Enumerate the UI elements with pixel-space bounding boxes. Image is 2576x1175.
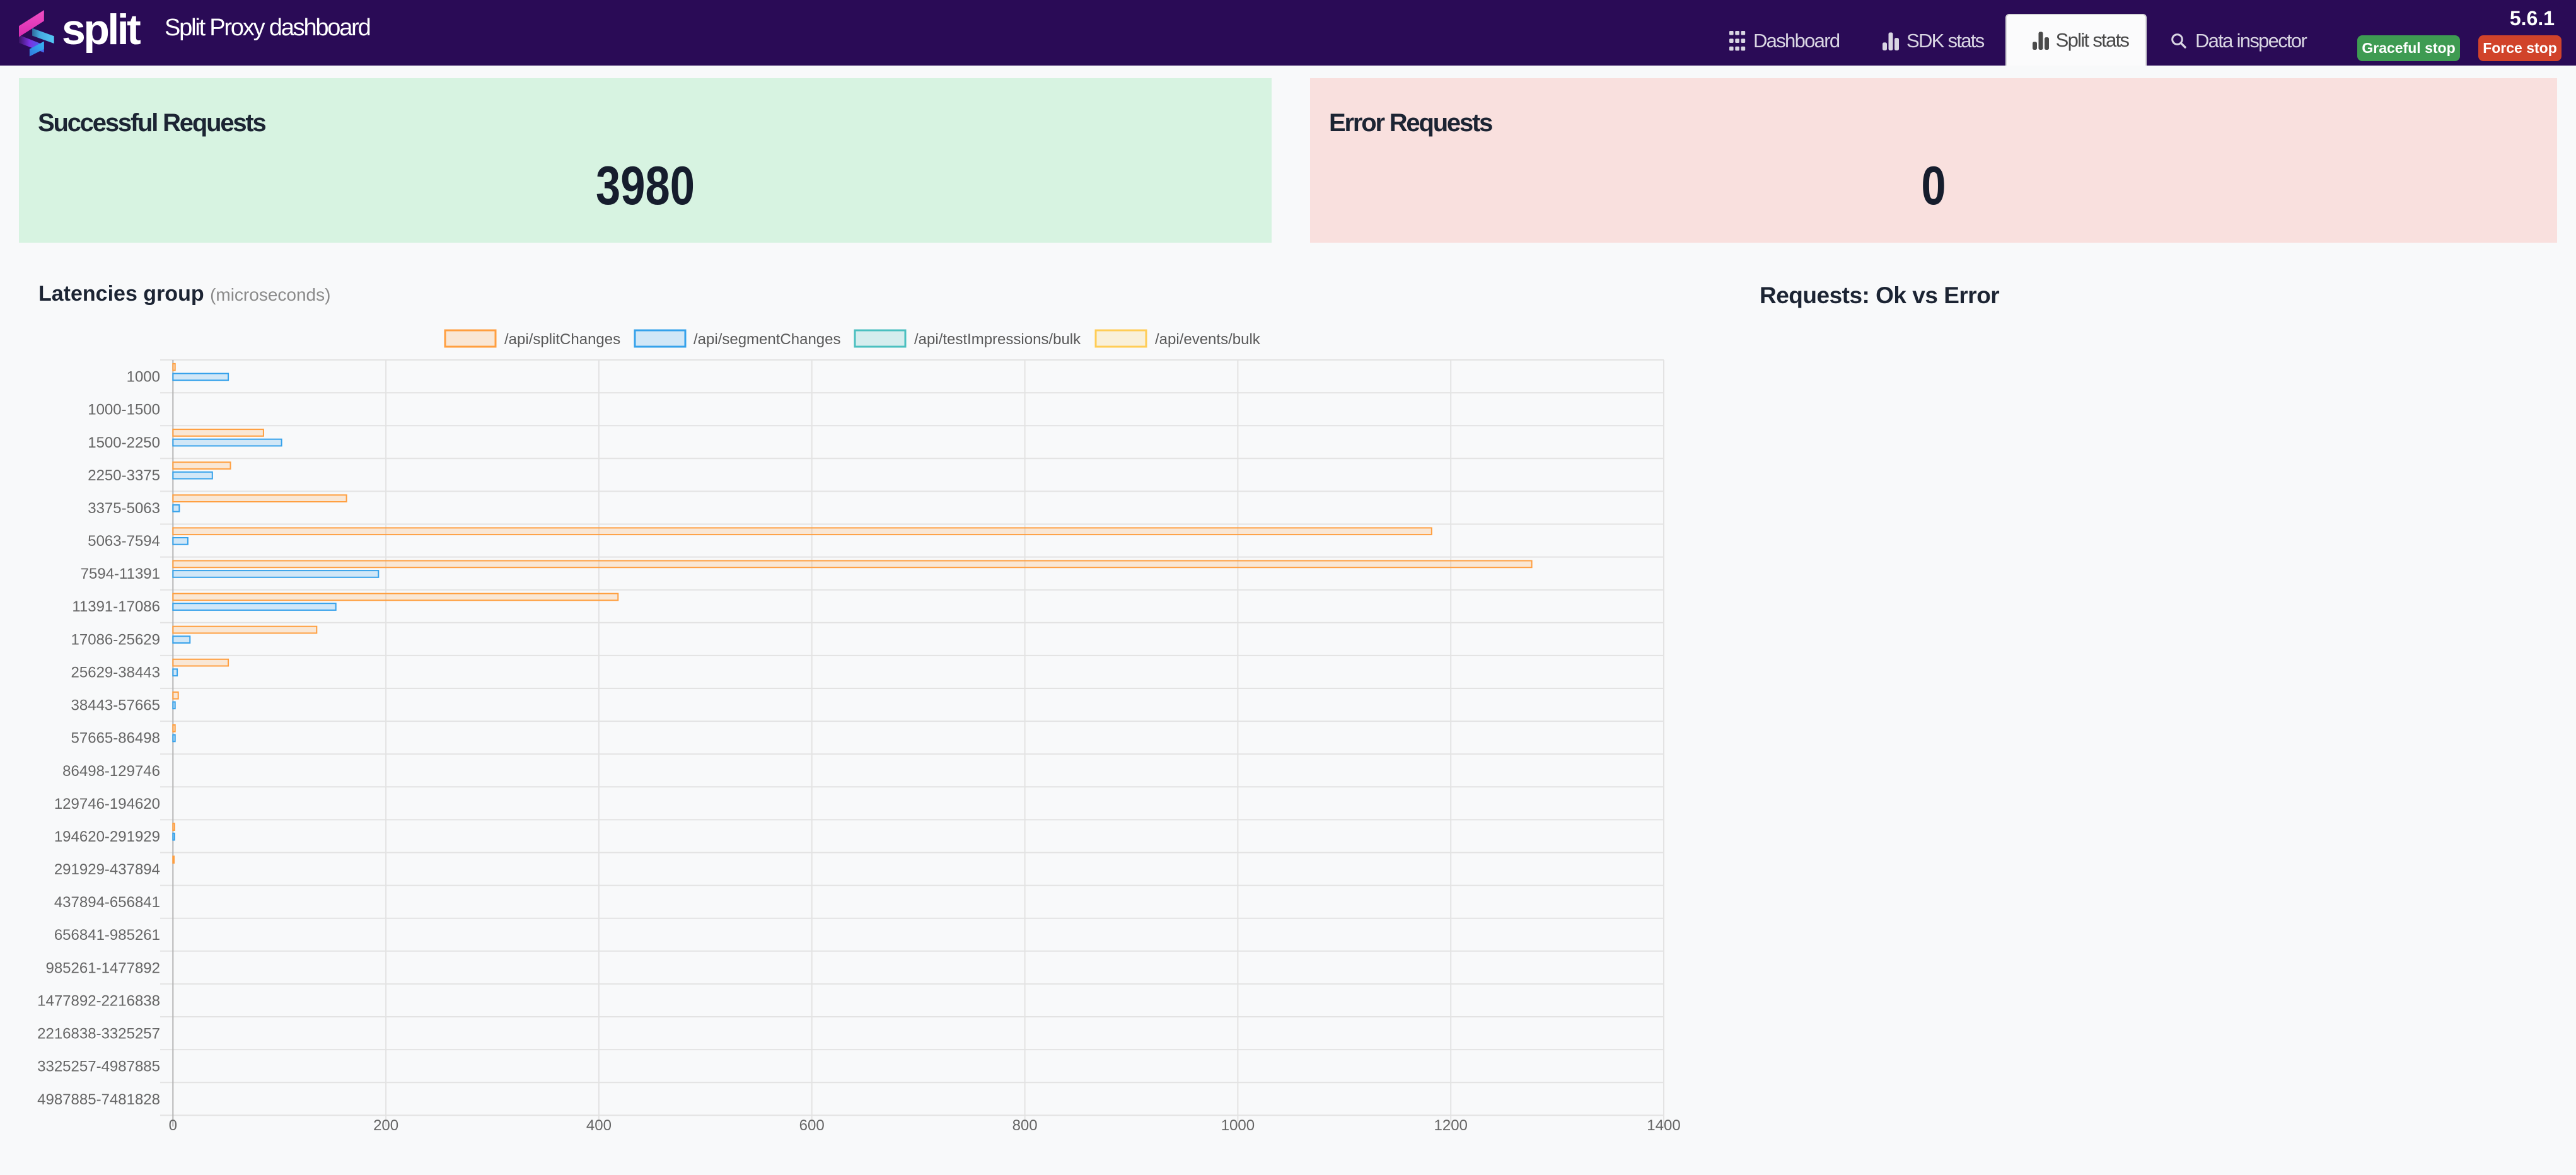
svg-text:3375-5063: 3375-5063: [88, 500, 160, 517]
svg-text:656841-985261: 656841-985261: [54, 927, 160, 944]
svg-text:0: 0: [169, 1117, 177, 1134]
svg-text:11391-17086: 11391-17086: [72, 598, 160, 615]
svg-text:1500-2250: 1500-2250: [88, 434, 160, 451]
svg-text:2250-3375: 2250-3375: [88, 467, 160, 484]
svg-text:38443-57665: 38443-57665: [71, 697, 160, 714]
svg-text:/api/segmentChanges: /api/segmentChanges: [693, 331, 840, 348]
svg-text:129746-194620: 129746-194620: [54, 796, 160, 813]
svg-text:86498-129746: 86498-129746: [62, 763, 160, 780]
svg-text:3325257-4987885: 3325257-4987885: [37, 1058, 160, 1075]
svg-text:291929-437894: 291929-437894: [54, 861, 160, 878]
svg-text:600: 600: [799, 1117, 825, 1134]
svg-text:25629-38443: 25629-38443: [71, 664, 160, 681]
svg-text:200: 200: [373, 1117, 398, 1134]
svg-text:/api/splitChanges: /api/splitChanges: [504, 331, 620, 348]
svg-text:2216838-3325257: 2216838-3325257: [37, 1026, 160, 1043]
svg-text:800: 800: [1012, 1117, 1038, 1134]
svg-text:1477892-2216838: 1477892-2216838: [37, 993, 160, 1010]
svg-text:400: 400: [586, 1117, 612, 1134]
svg-text:4987885-7481828: 4987885-7481828: [37, 1091, 160, 1108]
svg-text:194620-291929: 194620-291929: [54, 828, 160, 845]
svg-text:5063-7594: 5063-7594: [88, 533, 160, 550]
svg-text:1200: 1200: [1434, 1117, 1468, 1134]
svg-text:17086-25629: 17086-25629: [71, 631, 160, 648]
svg-text:437894-656841: 437894-656841: [54, 894, 160, 911]
svg-text:7594-11391: 7594-11391: [81, 565, 160, 582]
svg-text:1400: 1400: [1647, 1117, 1680, 1134]
svg-text:1000-1500: 1000-1500: [88, 402, 160, 419]
svg-text:1000: 1000: [127, 369, 160, 386]
svg-text:985261-1477892: 985261-1477892: [45, 959, 160, 976]
svg-text:57665-86498: 57665-86498: [71, 730, 160, 747]
svg-text:/api/testImpressions/bulk: /api/testImpressions/bulk: [914, 331, 1081, 348]
svg-text:/api/events/bulk: /api/events/bulk: [1155, 331, 1261, 348]
svg-text:1000: 1000: [1221, 1117, 1255, 1134]
